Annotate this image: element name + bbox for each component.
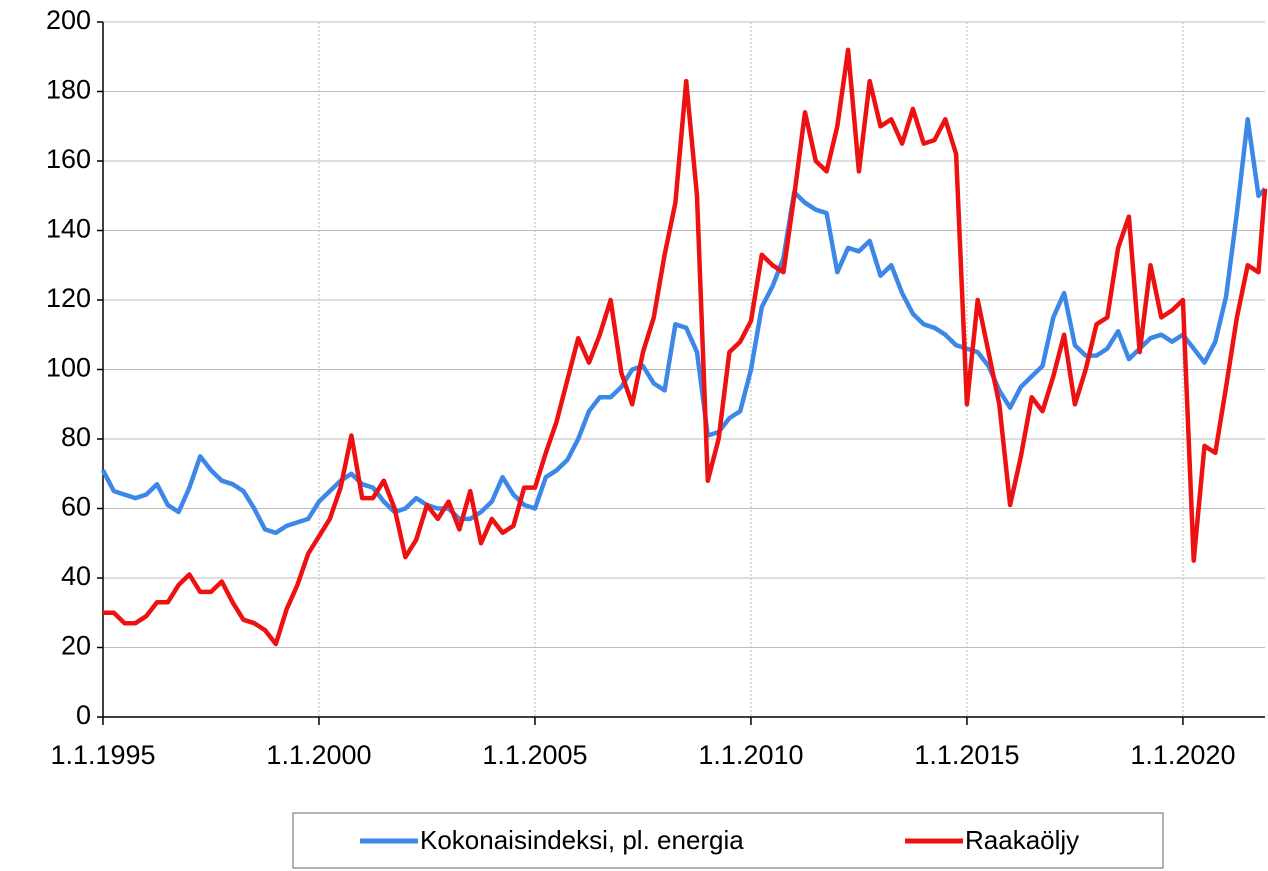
y-tick-label: 100: [46, 353, 91, 383]
x-tick-label: 1.1.2015: [914, 740, 1019, 770]
y-tick-label: 60: [61, 492, 91, 522]
y-tick-label: 0: [76, 700, 91, 730]
legend-box: [292, 812, 1164, 869]
y-tick-label: 80: [61, 422, 91, 452]
y-tick-label: 180: [46, 75, 91, 105]
x-tick-label: 1.1.2000: [266, 740, 371, 770]
x-tick-label: 1.1.2005: [482, 740, 587, 770]
line-series: [101, 117, 1267, 536]
line-series: [103, 47, 1268, 647]
legend-label: Kokonaisindeksi, pl. energia: [420, 825, 744, 855]
y-tick-label: 20: [61, 631, 91, 661]
x-tick-label: 1.1.1995: [50, 740, 155, 770]
y-tick-label: 140: [46, 214, 91, 244]
legend: Kokonaisindeksi, pl. energia Raakaöljy: [292, 812, 1164, 869]
x-tick-label: 1.1.2010: [698, 740, 803, 770]
legend-label: Raakaöljy: [965, 825, 1079, 855]
y-tick-label: 160: [46, 144, 91, 174]
y-tick-label: 40: [61, 561, 91, 591]
y-tick-label: 200: [46, 5, 91, 35]
y-tick-label: 120: [46, 283, 91, 313]
x-tick-label: 1.1.2020: [1130, 740, 1235, 770]
